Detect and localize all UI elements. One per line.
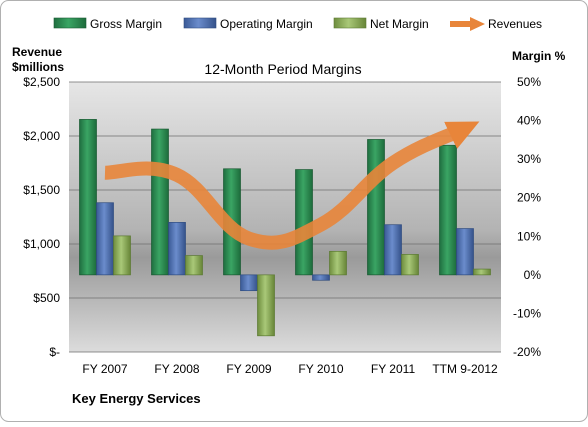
legend-label-revenues: Revenues xyxy=(488,17,542,31)
category-label: FY 2011 xyxy=(371,362,416,376)
left-tick-label: $500 xyxy=(33,291,60,305)
bar-operating-margin xyxy=(384,224,402,276)
legend-label-net: Net Margin xyxy=(370,17,429,31)
right-tick-label: 40% xyxy=(517,114,541,128)
legend-swatch-operating xyxy=(183,17,217,29)
footer-company: Key Energy Services xyxy=(72,391,201,406)
left-tick-label: $1,000 xyxy=(23,237,60,251)
left-tick-label: $- xyxy=(49,345,60,359)
right-tick-label: -20% xyxy=(513,345,541,359)
bar-net-margin xyxy=(185,255,203,276)
legend: Gross Margin Operating Margin Net Margin… xyxy=(53,17,542,31)
right-tick-label: 0% xyxy=(524,268,542,282)
bar-net-margin xyxy=(257,274,275,337)
bar-operating-margin xyxy=(168,222,186,276)
right-tick-label: 10% xyxy=(517,229,541,243)
left-axis-title-line1: Revenue xyxy=(12,45,62,59)
right-axis-title: Margin % xyxy=(512,49,566,63)
legend-swatch-gross xyxy=(53,17,87,29)
bar-gross-margin xyxy=(367,139,385,276)
category-label: FY 2007 xyxy=(82,362,127,376)
left-axis-ticks: $- $500 $1,000 $1,500 $2,000 $2,500 xyxy=(23,75,60,359)
category-label: FY 2008 xyxy=(154,362,199,376)
right-tick-label: 50% xyxy=(517,75,541,89)
bar-gross-margin xyxy=(439,144,457,276)
bar-net-margin xyxy=(473,268,491,276)
category-label: FY 2009 xyxy=(226,362,271,376)
bar-net-margin xyxy=(401,254,419,276)
bar-net-margin xyxy=(113,235,131,276)
bar-operating-margin xyxy=(456,228,474,276)
revenue-line xyxy=(104,121,480,250)
category-labels: FY 2007 FY 2008 FY 2009 FY 2010 FY 2011 TTM 9… xyxy=(82,362,498,376)
category-label: TTM 9-2012 xyxy=(432,362,498,376)
bar-operating-margin xyxy=(240,274,258,292)
left-tick-label: $2,500 xyxy=(23,75,60,89)
bar-net-margin xyxy=(329,250,347,276)
left-axis-title-line2: $millions xyxy=(12,60,64,74)
bar-gross-margin xyxy=(295,169,313,276)
category-label: FY 2010 xyxy=(298,362,343,376)
bars xyxy=(79,119,491,337)
chart-title: 12-Month Period Margins xyxy=(204,61,361,77)
legend-swatch-net xyxy=(333,17,367,29)
right-tick-label: 20% xyxy=(517,191,541,205)
bar-gross-margin xyxy=(79,119,97,276)
left-tick-label: $1,500 xyxy=(23,183,60,197)
legend-label-gross: Gross Margin xyxy=(90,17,162,31)
right-tick-label: 30% xyxy=(517,152,541,166)
legend-label-operating: Operating Margin xyxy=(220,17,313,31)
bar-operating-margin xyxy=(312,274,330,281)
left-tick-label: $2,000 xyxy=(23,129,60,143)
right-tick-label: -10% xyxy=(513,306,541,320)
revenue-line-group xyxy=(104,121,480,250)
right-axis-ticks: -20% -10% 0% 10% 20% 30% 40% 50% xyxy=(513,75,541,359)
bar-operating-margin xyxy=(96,202,114,276)
plot-area xyxy=(69,82,501,352)
bar-gross-margin xyxy=(151,128,169,276)
